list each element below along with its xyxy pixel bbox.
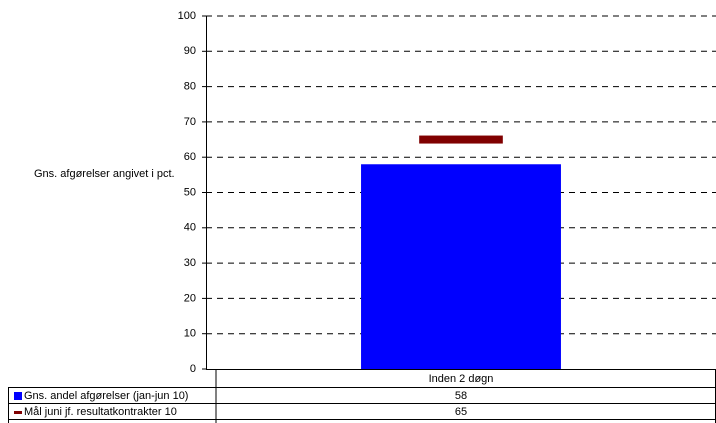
- bar: [361, 164, 561, 369]
- target-marker: [419, 135, 503, 144]
- legend-key: [14, 392, 22, 400]
- y-tick-label: 60: [184, 151, 196, 163]
- y-tick-label: 90: [184, 45, 196, 57]
- y-tick-label: 100: [178, 10, 196, 22]
- y-tick-label: 10: [184, 328, 196, 340]
- y-tick-label: 70: [184, 116, 196, 128]
- table-value: 65: [455, 406, 467, 418]
- y-tick-label: 40: [184, 222, 196, 234]
- legend-key: [14, 411, 22, 414]
- y-axis-label: Gns. afgørelser angivet i pct.: [34, 168, 175, 180]
- y-tick-label: 0: [190, 363, 196, 375]
- y-tick-label: 20: [184, 292, 196, 304]
- legend-label: Gns. andel afgørelser (jan-jun 10): [24, 390, 188, 402]
- legend-label: Mål juni jf. resultatkontrakter 10: [24, 406, 177, 418]
- y-tick-label: 80: [184, 81, 196, 93]
- y-tick-label: 30: [184, 257, 196, 269]
- x-tick-label: Inden 2 døgn: [429, 373, 494, 385]
- y-tick-label: 50: [184, 186, 196, 198]
- table-value: 58: [455, 390, 467, 402]
